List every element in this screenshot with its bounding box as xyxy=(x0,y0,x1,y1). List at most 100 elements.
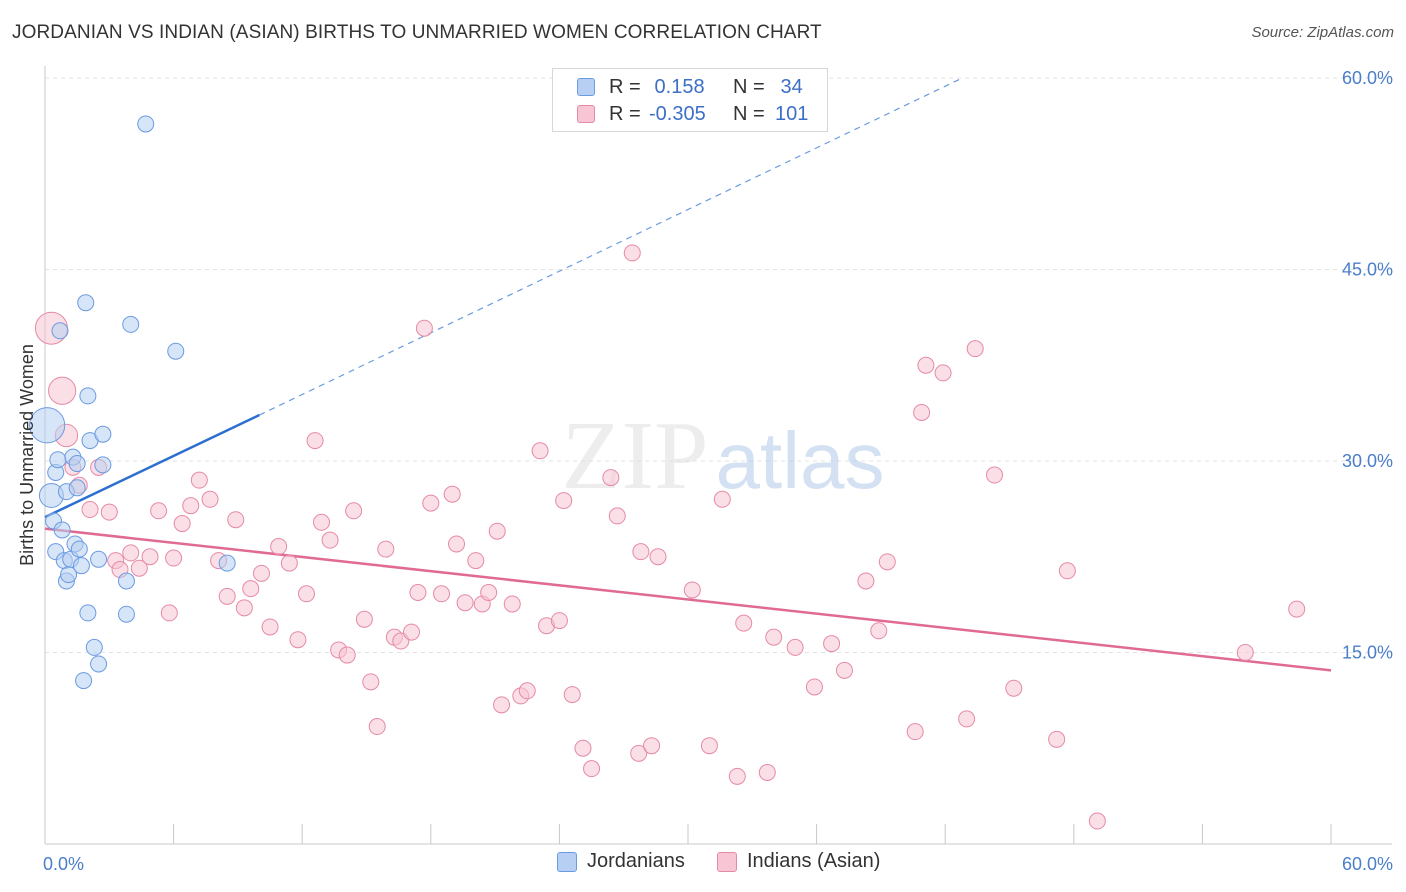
point-indian xyxy=(913,403,931,421)
point-jordanian xyxy=(72,557,90,575)
legend-swatch-pink xyxy=(577,105,595,123)
point-jordanian xyxy=(218,554,236,572)
point-indian xyxy=(130,559,148,577)
legend-r-value: 0.158 xyxy=(649,75,705,98)
legend-row-indians: R = -0.305 N = 101 xyxy=(577,102,808,126)
point-indian xyxy=(805,678,823,696)
point-indian xyxy=(456,594,474,612)
point-indian xyxy=(312,513,330,531)
watermark-zip: ZIP xyxy=(562,402,709,510)
point-indian xyxy=(173,515,191,533)
point-indian xyxy=(958,710,976,728)
point-indian xyxy=(683,581,701,599)
point-indian xyxy=(160,604,178,622)
source-label: Source: ZipAtlas.com xyxy=(1251,24,1394,41)
point-indian xyxy=(81,501,99,519)
point-jordanian xyxy=(85,638,103,656)
point-indian xyxy=(100,503,118,521)
point-indian xyxy=(823,635,841,653)
grid-lines xyxy=(45,77,1392,653)
point-indian xyxy=(218,587,236,605)
point-indian xyxy=(355,610,373,628)
point-indian xyxy=(415,319,433,337)
point-jordanian xyxy=(122,315,140,333)
correlation-legend: R = 0.158 N = 34 R = -0.305 N = 101 xyxy=(552,68,828,132)
point-indian xyxy=(835,661,853,679)
point-indian xyxy=(531,442,549,460)
point-indian xyxy=(632,543,650,561)
series-label-jordanians: Jordanians xyxy=(587,850,685,872)
point-indian xyxy=(493,696,511,714)
y-tick-label: 60.0% xyxy=(1342,68,1393,88)
point-indian xyxy=(448,535,466,553)
point-jordanian xyxy=(49,451,67,469)
point-indian xyxy=(518,682,536,700)
point-indian xyxy=(870,622,888,640)
series-label-indians: Indians (Asian) xyxy=(747,850,881,872)
series-swatch-pink xyxy=(717,851,737,872)
point-indian xyxy=(574,739,592,757)
point-indian xyxy=(563,686,581,704)
point-indian xyxy=(857,572,875,590)
point-indian xyxy=(602,469,620,487)
point-indian xyxy=(985,466,1003,484)
point-jordanian xyxy=(70,540,88,558)
point-indian xyxy=(765,628,783,646)
watermark: ZIP atlas xyxy=(562,402,885,510)
point-jordanian xyxy=(137,115,155,133)
y-axis-label: Births to Unmarried Women xyxy=(17,344,37,566)
series-swatch-blue xyxy=(557,851,577,872)
point-indian xyxy=(1048,730,1066,748)
point-indian xyxy=(297,585,315,603)
point-indian xyxy=(345,502,363,520)
legend-r-value: -0.305 xyxy=(649,102,706,125)
point-jordanian xyxy=(94,456,112,474)
series-legend: Jordanians Indians (Asian) xyxy=(0,850,1406,880)
point-indian xyxy=(1236,644,1254,661)
point-jordanian xyxy=(117,572,135,590)
point-indian xyxy=(700,737,718,755)
point-indian xyxy=(1005,679,1023,697)
point-indian xyxy=(550,612,568,630)
legend-r-label: R = xyxy=(609,75,641,98)
point-indian xyxy=(878,553,896,571)
point-indian xyxy=(252,564,270,582)
y-tick-label: 45.0% xyxy=(1342,260,1393,280)
point-indian xyxy=(1288,600,1306,618)
point-indian xyxy=(182,497,200,515)
point-indian xyxy=(422,494,440,512)
x-tick-label-start: 0.0% xyxy=(43,854,84,874)
chart-title: JORDANIAN VS INDIAN (ASIAN) BIRTHS TO UN… xyxy=(12,22,822,43)
point-indian xyxy=(608,507,626,525)
point-indian xyxy=(488,522,506,540)
point-indian xyxy=(409,583,427,601)
point-indian xyxy=(906,723,924,741)
legend-n-label: N = xyxy=(733,102,765,125)
point-indian xyxy=(1088,812,1106,830)
y-tick-label: 15.0% xyxy=(1342,643,1393,663)
point-indian xyxy=(368,718,386,736)
point-indian xyxy=(338,646,356,664)
point-indian xyxy=(227,511,245,529)
point-indian xyxy=(728,767,746,785)
point-indian xyxy=(480,583,498,601)
series-legend-jordanians[interactable]: Jordanians xyxy=(557,850,685,873)
legend-n-value: 101 xyxy=(775,102,809,125)
data-points xyxy=(29,115,1306,830)
point-indian xyxy=(735,614,753,632)
point-indian xyxy=(362,673,380,691)
trend-line-jordanians-extension xyxy=(259,77,963,416)
point-jordanian xyxy=(53,521,71,539)
point-indian xyxy=(165,549,183,567)
point-indian xyxy=(555,492,573,510)
point-jordanian xyxy=(29,407,66,444)
point-indian xyxy=(201,490,219,508)
tick-labels: 15.0% 30.0% 45.0% 60.0% 0.0% 60.0% xyxy=(43,68,1393,874)
point-indian xyxy=(48,376,77,405)
series-legend-indians[interactable]: Indians (Asian) xyxy=(717,850,880,873)
point-indian xyxy=(966,340,984,358)
trend-line-indians xyxy=(44,527,1332,672)
legend-swatch-blue xyxy=(577,78,595,96)
point-jordanian xyxy=(94,425,112,443)
